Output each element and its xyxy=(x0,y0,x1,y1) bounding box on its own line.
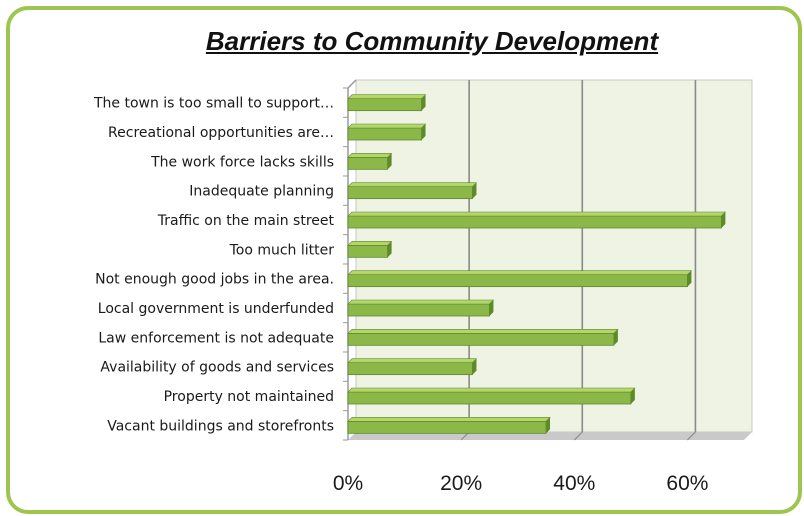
bar-top xyxy=(347,153,393,158)
bar-top xyxy=(347,417,551,422)
bar-side xyxy=(472,182,477,199)
bar-top xyxy=(347,182,478,187)
bar-top xyxy=(347,329,619,334)
bar xyxy=(347,123,427,141)
bar-side xyxy=(421,94,426,111)
x-tick-label: 60% xyxy=(666,472,708,495)
category-label: The work force lacks skills xyxy=(150,154,334,170)
category-label: Inadequate planning xyxy=(189,184,334,200)
bar-top xyxy=(347,94,427,99)
category-label: Not enough good jobs in the area. xyxy=(95,272,334,288)
bar-side xyxy=(472,358,477,375)
bar-face xyxy=(347,186,473,200)
x-tick-labels: 0% 20% 40% 60% xyxy=(333,472,709,495)
category-label: The town is too small to support… xyxy=(93,96,334,112)
bar xyxy=(347,211,727,229)
category-label: Vacant buildings and storefronts xyxy=(107,418,334,434)
bar-side xyxy=(721,212,726,228)
gridline-floor xyxy=(573,431,583,441)
bar-face xyxy=(347,127,422,141)
plot-floor xyxy=(348,432,752,440)
x-tick-label: 0% xyxy=(333,472,363,495)
category-label: Availability of goods and services xyxy=(100,360,334,376)
category-label: Local government is underfunded xyxy=(98,301,334,317)
category-label: Too much litter xyxy=(229,242,335,258)
bar xyxy=(347,241,393,258)
bar xyxy=(347,153,393,170)
x-tick-label: 20% xyxy=(440,472,482,495)
bar xyxy=(347,270,693,288)
bar-side xyxy=(546,417,550,434)
bar-face xyxy=(347,420,547,434)
bar-side xyxy=(387,241,392,258)
bar-side xyxy=(613,329,618,346)
y-axis-top xyxy=(347,79,357,89)
bar-side xyxy=(387,153,392,170)
bar-top xyxy=(347,211,727,217)
bar-side xyxy=(489,300,494,316)
bar-top xyxy=(347,387,636,393)
bar-top xyxy=(347,270,693,275)
chart-title: Barriers to Community Development xyxy=(205,26,659,56)
bar xyxy=(347,182,478,200)
category-label: Property not maintained xyxy=(164,389,334,405)
x-tick-label: 40% xyxy=(553,472,595,495)
bar-side xyxy=(630,388,635,404)
bar-face xyxy=(347,303,490,317)
bar-face xyxy=(347,215,722,229)
bar-top xyxy=(347,123,427,129)
gridline-floor xyxy=(687,431,696,441)
bars xyxy=(347,94,727,434)
bar-top xyxy=(347,358,478,363)
bar xyxy=(347,387,636,405)
bar-face xyxy=(347,362,473,376)
bar-side xyxy=(687,270,692,287)
bar-side xyxy=(421,124,426,140)
bar-face xyxy=(347,244,388,258)
category-label: Traffic on the main street xyxy=(157,213,335,229)
bar xyxy=(347,299,495,317)
bar xyxy=(347,94,427,112)
bar xyxy=(347,358,478,376)
bar-top xyxy=(347,241,393,246)
bar-face xyxy=(347,98,422,112)
bar-face xyxy=(347,274,688,288)
category-label: Recreational opportunities are… xyxy=(108,125,334,141)
bar-face xyxy=(347,391,632,405)
bar xyxy=(347,329,619,346)
bar-face xyxy=(347,332,615,346)
category-labels: The town is too small to support… Recreat… xyxy=(93,96,335,435)
category-label: Law enforcement is not adequate xyxy=(98,330,334,346)
bar xyxy=(347,417,551,434)
bar-face xyxy=(347,156,388,170)
bar-top xyxy=(347,299,495,305)
